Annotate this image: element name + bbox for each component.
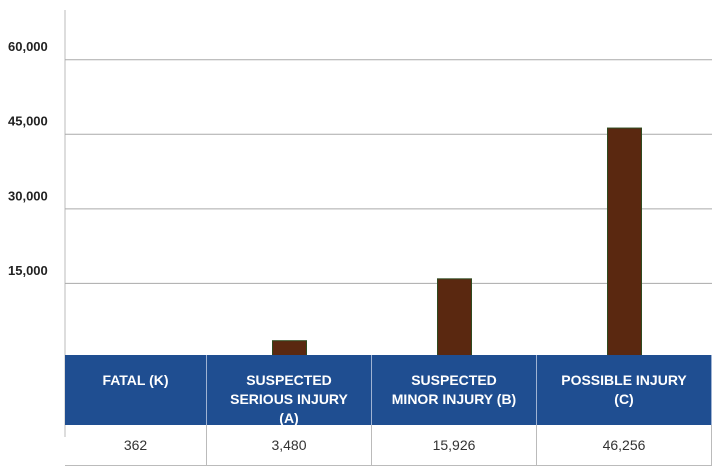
y-tick-label: 30,000 — [8, 188, 48, 203]
value-label: 3,480 — [207, 425, 372, 466]
y-tick-label: 15,000 — [8, 263, 48, 278]
y-tick-label: 60,000 — [8, 39, 48, 54]
category-header: SUSPECTED SERIOUS INJURY (A) — [207, 355, 372, 426]
category-header: POSSIBLE INJURY (C) — [537, 355, 712, 425]
category-header: SUSPECTED MINOR INJURY (B) — [372, 355, 537, 425]
category-header: FATAL (K) — [65, 355, 207, 425]
value-label: 46,256 — [537, 425, 712, 466]
y-tick-label: 45,000 — [8, 114, 48, 129]
bar — [437, 278, 472, 359]
bar — [607, 127, 642, 359]
value-label: 362 — [65, 425, 207, 466]
value-label: 15,926 — [372, 425, 537, 466]
